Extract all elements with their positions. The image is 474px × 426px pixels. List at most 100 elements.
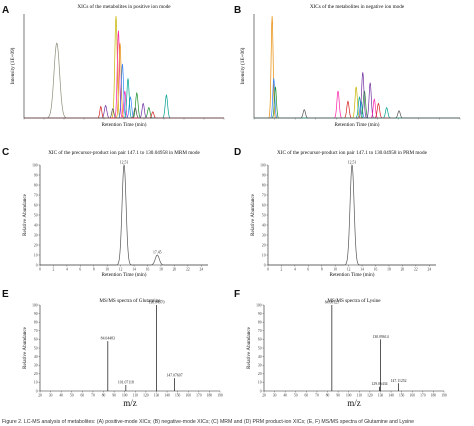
- x-tick-label: 110: [133, 394, 138, 398]
- y-tick-label: 50: [34, 346, 38, 350]
- y-tick-label: 10: [262, 253, 266, 257]
- x-tick-label: 40: [283, 394, 287, 398]
- series-line-9: [24, 105, 224, 119]
- x-tick-label: 10: [105, 268, 109, 272]
- chart-panel-e: E MS/MS spectra of Glutamine 20 30 40 50 60 70 8…: [2, 289, 223, 408]
- y-tick-label: 10: [34, 253, 38, 257]
- x-tick-label: 120: [143, 394, 149, 398]
- x-tick-label: 180: [431, 394, 437, 398]
- panel-letter: B: [234, 5, 241, 16]
- y-axis-label: Relative Abundance: [22, 193, 28, 236]
- y-tick-label: 0: [36, 263, 38, 267]
- x-tick-label: 190: [441, 394, 447, 398]
- x-tick-label: 2: [281, 268, 283, 272]
- peak-label: 84.08125: [325, 301, 339, 305]
- x-tick-label: 60: [81, 394, 85, 398]
- chart-panel-a: A XICs of the metabolites in positive ion…: [2, 3, 225, 128]
- y-tick-label: 10: [34, 381, 38, 385]
- y-tick-label: 0: [264, 263, 266, 267]
- x-tick-label: 20: [401, 268, 405, 272]
- x-tick-label: 180: [207, 394, 213, 398]
- chart-title: MS/MS spectra of Lysine: [327, 297, 381, 304]
- chart-title: XICs of the metabolites in positive ion …: [77, 3, 171, 10]
- chart-title: MS/MS spectra of Glutamine: [99, 297, 161, 304]
- y-tick-label: 90: [262, 173, 266, 177]
- x-tick-label: 6: [79, 268, 81, 272]
- y-axis-label: Relative Abundance: [22, 326, 28, 369]
- x-tick-label: 20: [262, 394, 266, 398]
- series-line-8: [254, 96, 460, 119]
- y-tick-label: 70: [34, 193, 38, 197]
- panel-letter: E: [2, 289, 9, 300]
- x-tick-label: 70: [315, 394, 319, 398]
- x-axis-label: Retention Time (min): [335, 121, 380, 128]
- y-tick-label: 50: [262, 213, 266, 217]
- y-tick-label: 70: [262, 193, 266, 197]
- x-tick-label: 18: [159, 268, 163, 272]
- x-tick-label: 0: [267, 268, 269, 272]
- x-tick-label: 110: [357, 394, 362, 398]
- x-tick-label: 80: [326, 394, 330, 398]
- y-tick-label: 30: [262, 233, 266, 237]
- y-axis-label: Relative Abundance: [246, 326, 252, 369]
- x-axis-label: Retention Time (min): [330, 271, 375, 278]
- x-tick-label: 24: [199, 268, 203, 272]
- y-tick-label: 40: [258, 355, 262, 359]
- y-tick-label: 10: [258, 381, 262, 385]
- x-tick-label: 100: [122, 394, 128, 398]
- chart-title: XICs of the metabolites in negative ion …: [310, 3, 405, 10]
- x-tick-label: 160: [410, 394, 416, 398]
- x-tick-label: 18: [387, 268, 391, 272]
- x-tick-label: 12: [119, 268, 123, 272]
- x-axis-label: m/z: [123, 398, 137, 408]
- x-tick-label: 10: [333, 268, 337, 272]
- x-tick-label: 120: [367, 394, 373, 398]
- y-tick-label: 60: [34, 203, 38, 207]
- y-tick-label: 0: [260, 389, 262, 393]
- x-tick-label: 14: [360, 268, 364, 272]
- series-line-6: [254, 86, 460, 119]
- panel-letter: F: [234, 289, 240, 300]
- x-tick-label: 22: [414, 268, 418, 272]
- series-line-1: [254, 16, 460, 119]
- peak-label: 147.07607: [166, 374, 182, 378]
- y-tick-label: 20: [34, 372, 38, 376]
- peak-label: 130.09614: [373, 335, 389, 339]
- x-tick-label: 0: [39, 268, 41, 272]
- y-tick-label: 90: [34, 312, 38, 316]
- peak-label: 147.11252: [391, 379, 407, 383]
- x-tick-label: 90: [112, 394, 116, 398]
- peak-label: 84.04483: [101, 337, 115, 341]
- x-tick-label: 22: [186, 268, 190, 272]
- x-tick-label: 8: [93, 268, 95, 272]
- y-tick-label: 20: [262, 243, 266, 247]
- y-tick-label: 0: [36, 389, 38, 393]
- y-tick-label: 60: [34, 338, 38, 342]
- panel-letter: D: [234, 147, 241, 158]
- x-tick-label: 80: [102, 394, 106, 398]
- series-line-1: [268, 163, 436, 266]
- x-tick-label: 140: [388, 394, 394, 398]
- x-axis-label: Retention Time (min): [102, 121, 147, 128]
- x-tick-label: 12: [347, 268, 351, 272]
- chart-title: XIC of the precursor-product ion pair 14…: [48, 149, 200, 156]
- series-line-10: [24, 106, 224, 119]
- peak-label: 130.04970: [148, 301, 164, 305]
- y-tick-label: 20: [34, 243, 38, 247]
- x-tick-label: 140: [164, 394, 170, 398]
- y-tick-label: 70: [34, 329, 38, 333]
- peak-label: 12.51: [120, 161, 129, 165]
- x-tick-label: 16: [374, 268, 378, 272]
- x-tick-label: 20: [173, 268, 177, 272]
- y-axis-label: Relative Abundance: [250, 193, 256, 236]
- y-tick-label: 40: [34, 355, 38, 359]
- panel-letter: C: [2, 147, 9, 158]
- panel-letter: A: [2, 5, 9, 16]
- y-tick-label: 40: [262, 223, 266, 227]
- y-axis-label: Intensity (1E+06): [239, 47, 246, 84]
- y-tick-label: 60: [262, 203, 266, 207]
- y-tick-label: 90: [34, 173, 38, 177]
- y-tick-label: 90: [258, 312, 262, 316]
- x-tick-label: 150: [175, 394, 181, 398]
- x-tick-label: 24: [427, 268, 431, 272]
